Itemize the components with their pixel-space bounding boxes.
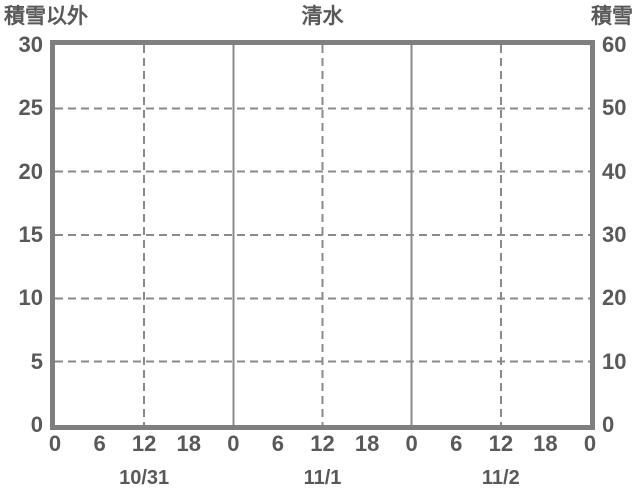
plot-area — [50, 40, 595, 430]
right-tick-label: 0 — [602, 412, 615, 437]
left-tick-label: 15 — [18, 222, 43, 247]
left-tick-label: 25 — [18, 95, 43, 121]
left-tick-label: 0 — [30, 412, 43, 437]
x-tick-label: 18 — [354, 431, 380, 456]
x-tick-label: 12 — [310, 431, 335, 456]
chart-title: 清水 — [301, 5, 344, 28]
right-tick-label: 40 — [602, 158, 627, 184]
left-tick-label: 5 — [30, 348, 43, 374]
x-tick-label: 6 — [93, 431, 106, 456]
left-tick-label: 20 — [18, 158, 43, 184]
x-tick-label: 12 — [488, 431, 514, 456]
right-tick-label: 20 — [602, 285, 627, 311]
x-tick-label: 6 — [271, 431, 285, 456]
x-tick-label: 12 — [131, 431, 157, 456]
x-tick-label: 0 — [227, 431, 240, 456]
right-tick-label: 30 — [602, 222, 627, 247]
right-tick-label: 60 — [602, 32, 627, 57]
right-tick-label: 50 — [602, 95, 627, 121]
left-axis-title: 積雪以外 — [4, 5, 88, 28]
x-tick-label: 18 — [533, 431, 558, 456]
x-date-label: 10/31 — [119, 467, 170, 489]
gridlines — [55, 45, 590, 425]
x-date-label: 11/2 — [481, 467, 520, 489]
x-tick-label: 0 — [583, 431, 597, 456]
left-tick-label: 10 — [18, 285, 43, 311]
right-axis-title: 積雪 — [591, 5, 633, 28]
x-tick-label: 18 — [176, 431, 201, 456]
x-tick-label: 6 — [450, 431, 463, 456]
left-tick-label: 30 — [18, 32, 43, 57]
x-tick-label: 0 — [405, 431, 418, 456]
x-date-label: 11/1 — [303, 467, 342, 489]
right-tick-label: 10 — [602, 348, 627, 374]
x-tick-label: 0 — [48, 431, 62, 456]
